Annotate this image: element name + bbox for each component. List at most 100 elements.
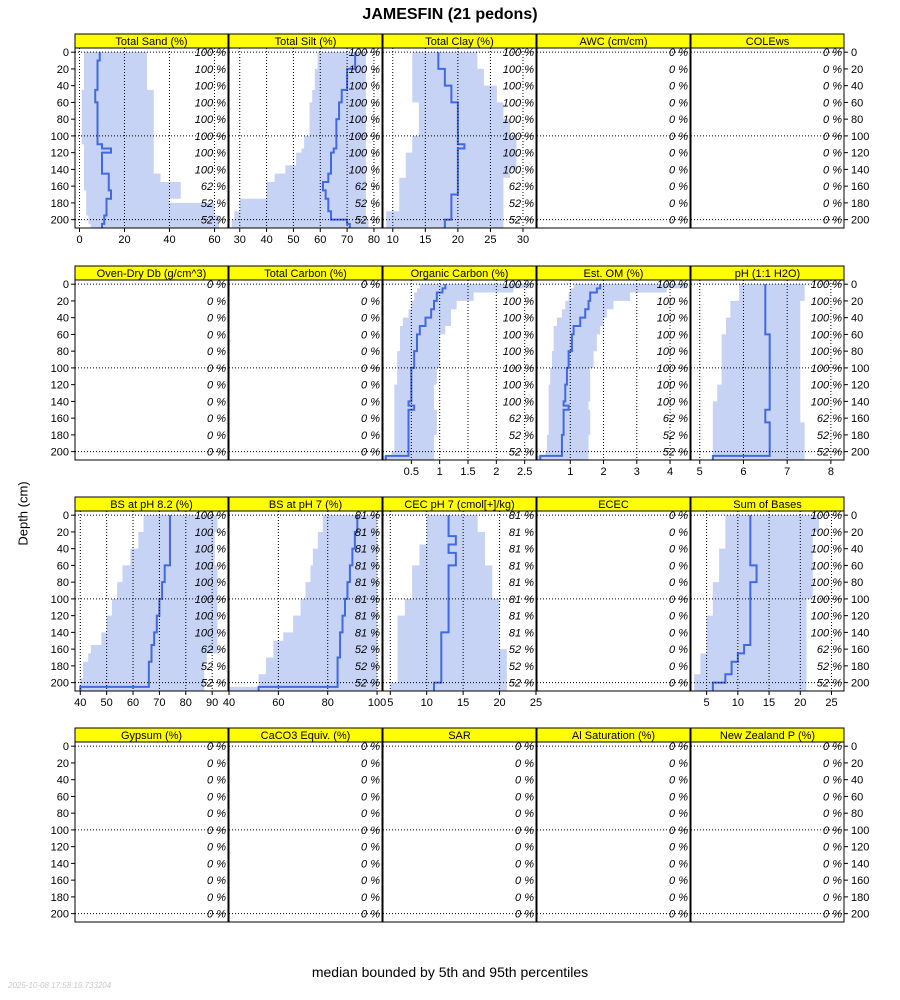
pct-label: 0 %: [669, 678, 688, 690]
pct-label: 0 %: [669, 544, 688, 556]
pct-label: 0 %: [823, 808, 842, 820]
y-tick-label: 60: [57, 97, 69, 109]
pct-label: 0 %: [823, 825, 842, 837]
pct-label: 81 %: [355, 510, 380, 522]
panel-title: Est. OM (%): [584, 268, 644, 280]
chart-title: JAMESFIN (21 pedons): [362, 6, 538, 23]
row-1: Total Sand (%)100 %100 %100 %100 %100 %1…: [51, 33, 869, 246]
pct-label: 52 %: [201, 215, 226, 227]
pct-label: 62 %: [817, 413, 842, 425]
y-tick-label: 140: [51, 627, 69, 639]
pct-label: 100 %: [349, 114, 380, 126]
y-tick-label: 40: [851, 313, 863, 325]
median-line: [539, 284, 602, 460]
x-tick-label: 2: [493, 466, 499, 478]
panel: Al Saturation (%) 0 % 0 % 0 % 0 % 0 % 0 % 0 % 0 …: [536, 727, 691, 923]
pct-label: 81 %: [509, 510, 534, 522]
pct-label: 0 %: [361, 791, 380, 803]
pct-label: 0 %: [361, 296, 380, 308]
pct-label: 0 %: [515, 892, 534, 904]
pct-label: 81 %: [355, 611, 380, 623]
pct-label: 0 %: [515, 825, 534, 837]
y-tick-label: 80: [57, 346, 69, 358]
y-tick-label: 0: [851, 510, 857, 522]
y-tick-label: 20: [57, 296, 69, 308]
x-tick-label: 20: [118, 234, 130, 246]
y-tick-label: 120: [851, 842, 869, 854]
pct-label: 0 %: [669, 164, 688, 176]
pct-label: 100 %: [811, 313, 842, 325]
panel-border: [74, 47, 229, 229]
pct-label: 0 %: [361, 741, 380, 753]
y-tick-label: 80: [57, 114, 69, 126]
pct-label: 100 %: [195, 611, 226, 623]
pct-label: 52 %: [355, 661, 380, 673]
pct-label: 100 %: [195, 47, 226, 59]
pct-label: 100 %: [811, 611, 842, 623]
y-tick-label: 40: [851, 775, 863, 787]
pct-label: 0 %: [823, 81, 842, 93]
pct-label: 100 %: [195, 527, 226, 539]
y-tick-label: 200: [51, 909, 69, 921]
y-tick-label: 200: [851, 447, 869, 459]
y-tick-label: 180: [51, 661, 69, 673]
pct-label: 0 %: [361, 808, 380, 820]
x-tick-label: 2: [600, 466, 606, 478]
pct-label: 100 %: [195, 97, 226, 109]
y-tick-label: 180: [51, 892, 69, 904]
x-tick-label: 80: [322, 697, 334, 709]
y-tick-label: 60: [851, 329, 863, 341]
y-tick-label: 140: [851, 396, 869, 408]
panel: Total Clay (%) 100 % 100 % 100 % 100 % 100 % 1…: [382, 33, 537, 246]
pct-label: 0 %: [669, 114, 688, 126]
pct-label: 100 %: [503, 131, 534, 143]
pct-label: 100 %: [657, 329, 688, 341]
pct-label: 100 %: [349, 131, 380, 143]
pct-label: 0 %: [207, 825, 226, 837]
y-tick-label: 80: [57, 577, 69, 589]
row-2: Oven-Dry Db (g/cm^3)0 %0 %0 %0 %0 %0 %0 …: [51, 265, 869, 478]
y-tick-label: 120: [51, 380, 69, 392]
y-tick-label: 100: [51, 825, 69, 837]
percentile-band: [712, 284, 805, 460]
y-tick-label: 80: [851, 577, 863, 589]
y-tick-label: 100: [51, 363, 69, 375]
pct-label: 52 %: [509, 678, 534, 690]
panel-border: [690, 47, 845, 229]
pct-label: 100 %: [657, 346, 688, 358]
y-tick-label: 140: [51, 858, 69, 870]
pct-label: 100 %: [349, 164, 380, 176]
pct-label: 0 %: [207, 313, 226, 325]
y-tick-label: 40: [57, 81, 69, 93]
pct-label: 0 %: [669, 47, 688, 59]
x-tick-label: 60: [208, 234, 220, 246]
pct-label: 0 %: [515, 758, 534, 770]
y-tick-label: 40: [57, 775, 69, 787]
median-line: [94, 52, 112, 228]
median-line: [321, 52, 357, 228]
x-tick-label: 8: [828, 466, 834, 478]
x-tick-label: 3: [634, 466, 640, 478]
y-tick-label: 0: [63, 47, 69, 59]
x-tick-label: 40: [163, 234, 175, 246]
y-tick-label: 160: [851, 644, 869, 656]
y-tick-label: 60: [851, 560, 863, 572]
y-tick-label: 120: [51, 842, 69, 854]
panel-border: [74, 510, 229, 692]
pct-label: 0 %: [669, 527, 688, 539]
pct-label: 0 %: [207, 363, 226, 375]
pct-label: 0 %: [669, 148, 688, 160]
y-tick-label: 20: [57, 64, 69, 76]
pct-label: 52 %: [509, 447, 534, 459]
panel: New Zealand P (%) 0 % 0 % 0 % 0 % 0 % 0 % 0 % 0 …: [690, 727, 845, 923]
pct-label: 100 %: [811, 527, 842, 539]
pct-label: 100 %: [503, 164, 534, 176]
x-tick-label: 5: [704, 697, 710, 709]
y-tick-label: 140: [51, 396, 69, 408]
pct-label: 81 %: [509, 560, 534, 572]
row-3: BS at pH 8.2 (%)100 %100 %100 %100 %100 …: [51, 496, 869, 709]
y-tick-label: 0: [851, 47, 857, 59]
pct-label: 81 %: [355, 577, 380, 589]
panel-title: Oven-Dry Db (g/cm^3): [97, 268, 207, 280]
y-tick-label: 80: [851, 114, 863, 126]
